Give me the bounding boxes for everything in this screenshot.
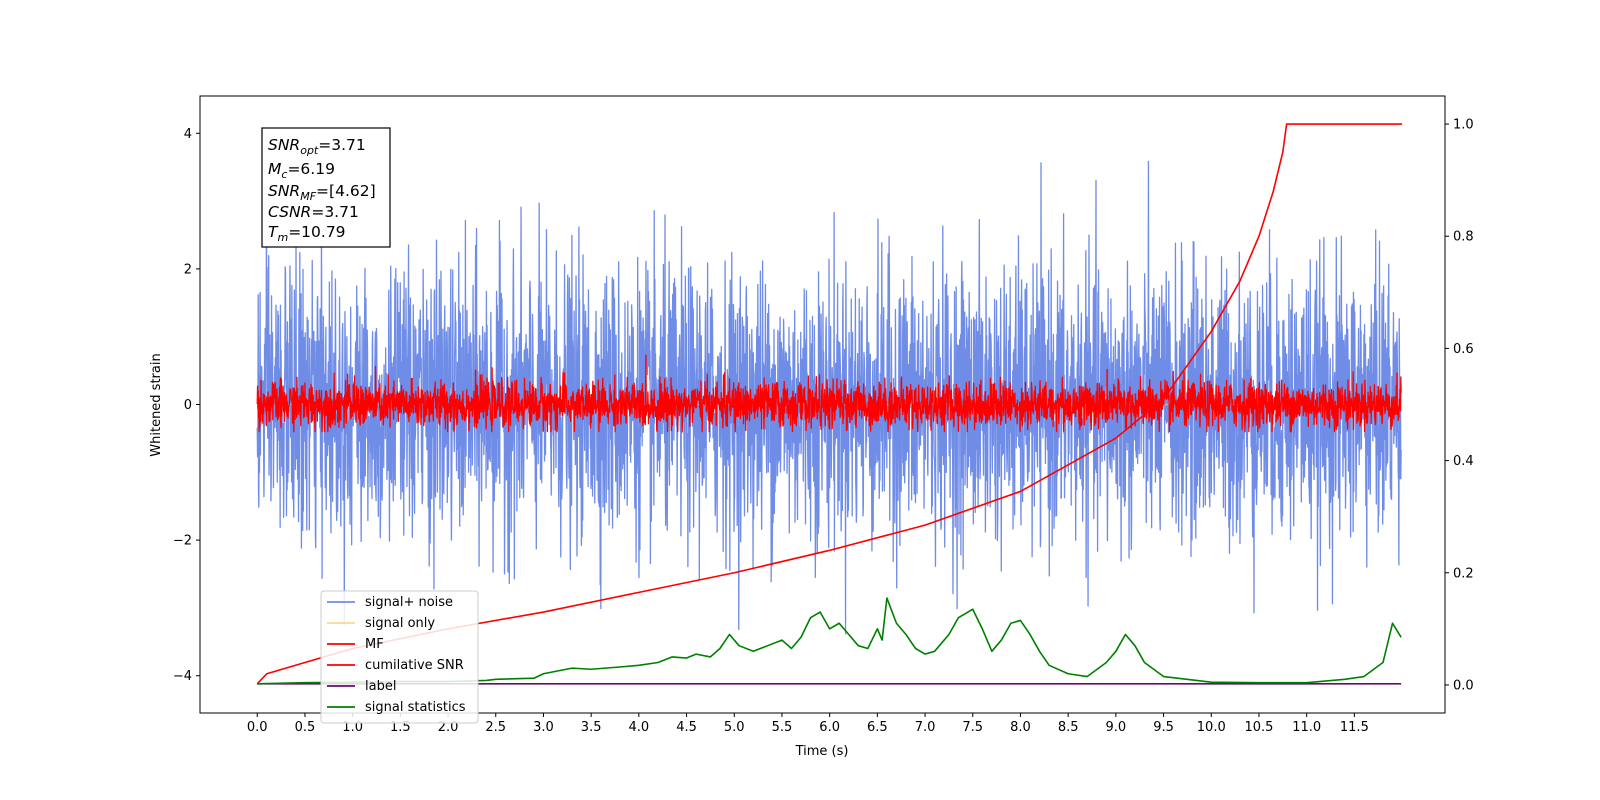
annotation-tm: Tm=10.79 bbox=[268, 223, 346, 244]
legend-label: MF bbox=[365, 637, 384, 652]
x-tick-label: 0.0 bbox=[247, 720, 268, 735]
y2-tick-label: 0.0 bbox=[1453, 678, 1474, 693]
legend-item-mf: MF bbox=[327, 637, 384, 652]
y-tick-label: 4 bbox=[184, 127, 192, 142]
x-tick-label: 2.0 bbox=[438, 720, 459, 735]
y2-tick-label: 0.2 bbox=[1453, 566, 1474, 581]
x-tick-label: 2.5 bbox=[485, 720, 506, 735]
y-axis-right: 0.0 0.2 0.4 0.6 0.8 1.0 bbox=[1445, 118, 1474, 693]
x-tick-label: 9.0 bbox=[1106, 720, 1127, 735]
legend-label: label bbox=[365, 679, 396, 694]
annotation-snr-opt: SNRopt=3.71 bbox=[268, 136, 366, 157]
x-tick-label: 3.5 bbox=[581, 720, 602, 735]
y-axis-label: Whitened strain bbox=[149, 353, 164, 456]
y2-tick-label: 1.0 bbox=[1453, 118, 1474, 133]
series-mf bbox=[256, 354, 1402, 433]
x-tick-label: 7.0 bbox=[915, 720, 936, 735]
x-tick-label: 4.0 bbox=[629, 720, 650, 735]
legend-label: signal statistics bbox=[365, 700, 466, 715]
y-tick-label: −4 bbox=[173, 669, 192, 684]
x-tick-label: 11.0 bbox=[1292, 720, 1321, 735]
x-axis: 0.0 0.5 1.0 1.5 2.0 2.5 3.0 3.5 4.0 4.5 5.0 5.5 6.0 6… bbox=[247, 713, 1369, 735]
legend-frame bbox=[320, 590, 479, 724]
x-tick-label: 1.0 bbox=[342, 720, 363, 735]
annotation-box: SNRopt=3.71 Mc=6.19 SNRMF=[4.62] CSNR=3.… bbox=[261, 127, 391, 248]
legend-item-signal-noise: signal+ noise bbox=[327, 595, 453, 610]
x-tick-label: 8.5 bbox=[1058, 720, 1079, 735]
x-tick-label: 5.0 bbox=[724, 720, 745, 735]
legend-item-cumilative-snr: cumilative SNR bbox=[327, 658, 464, 673]
y-tick-label: −2 bbox=[173, 534, 192, 549]
legend-label: signal only bbox=[365, 616, 435, 631]
y-tick-label: 2 bbox=[184, 262, 192, 277]
x-tick-label: 10.5 bbox=[1244, 720, 1273, 735]
annotation-snr-mf: SNRMF=[4.62] bbox=[268, 182, 376, 203]
annotation-mc: Mc=6.19 bbox=[268, 160, 335, 181]
x-tick-label: 6.0 bbox=[819, 720, 840, 735]
x-tick-label: 11.5 bbox=[1340, 720, 1369, 735]
x-tick-label: 8.0 bbox=[1010, 720, 1031, 735]
legend-item-signal-statistics: signal statistics bbox=[327, 700, 466, 715]
y2-tick-label: 0.8 bbox=[1453, 230, 1474, 245]
legend-label: cumilative SNR bbox=[365, 658, 464, 673]
annotation-csnr: CSNR=3.71 bbox=[268, 203, 359, 221]
x-tick-label: 7.5 bbox=[962, 720, 983, 735]
y2-tick-label: 0.4 bbox=[1453, 454, 1474, 469]
y-tick-label: 0 bbox=[184, 398, 192, 413]
legend: signal+ noise signal only MF cumilative SNR… bbox=[320, 590, 479, 724]
x-tick-label: 9.5 bbox=[1153, 720, 1174, 735]
legend-item-label: label bbox=[327, 679, 396, 694]
x-tick-label: 5.5 bbox=[772, 720, 793, 735]
x-tick-label: 10.0 bbox=[1197, 720, 1226, 735]
series-signal-statistics bbox=[257, 597, 1402, 685]
x-tick-label: 1.5 bbox=[390, 720, 411, 735]
x-tick-label: 3.0 bbox=[533, 720, 554, 735]
y2-tick-label: 0.6 bbox=[1453, 342, 1474, 357]
legend-label: signal+ noise bbox=[365, 595, 453, 610]
x-axis-label: Time (s) bbox=[795, 744, 849, 759]
x-tick-label: 4.5 bbox=[676, 720, 697, 735]
y-axis-left: −4 −2 0 2 4 bbox=[173, 127, 200, 684]
x-tick-label: 0.5 bbox=[295, 720, 316, 735]
legend-item-signal-only: signal only bbox=[327, 616, 435, 631]
x-tick-label: 6.5 bbox=[867, 720, 888, 735]
annotation-frame bbox=[261, 127, 391, 248]
series-signal-noise bbox=[256, 160, 1402, 635]
